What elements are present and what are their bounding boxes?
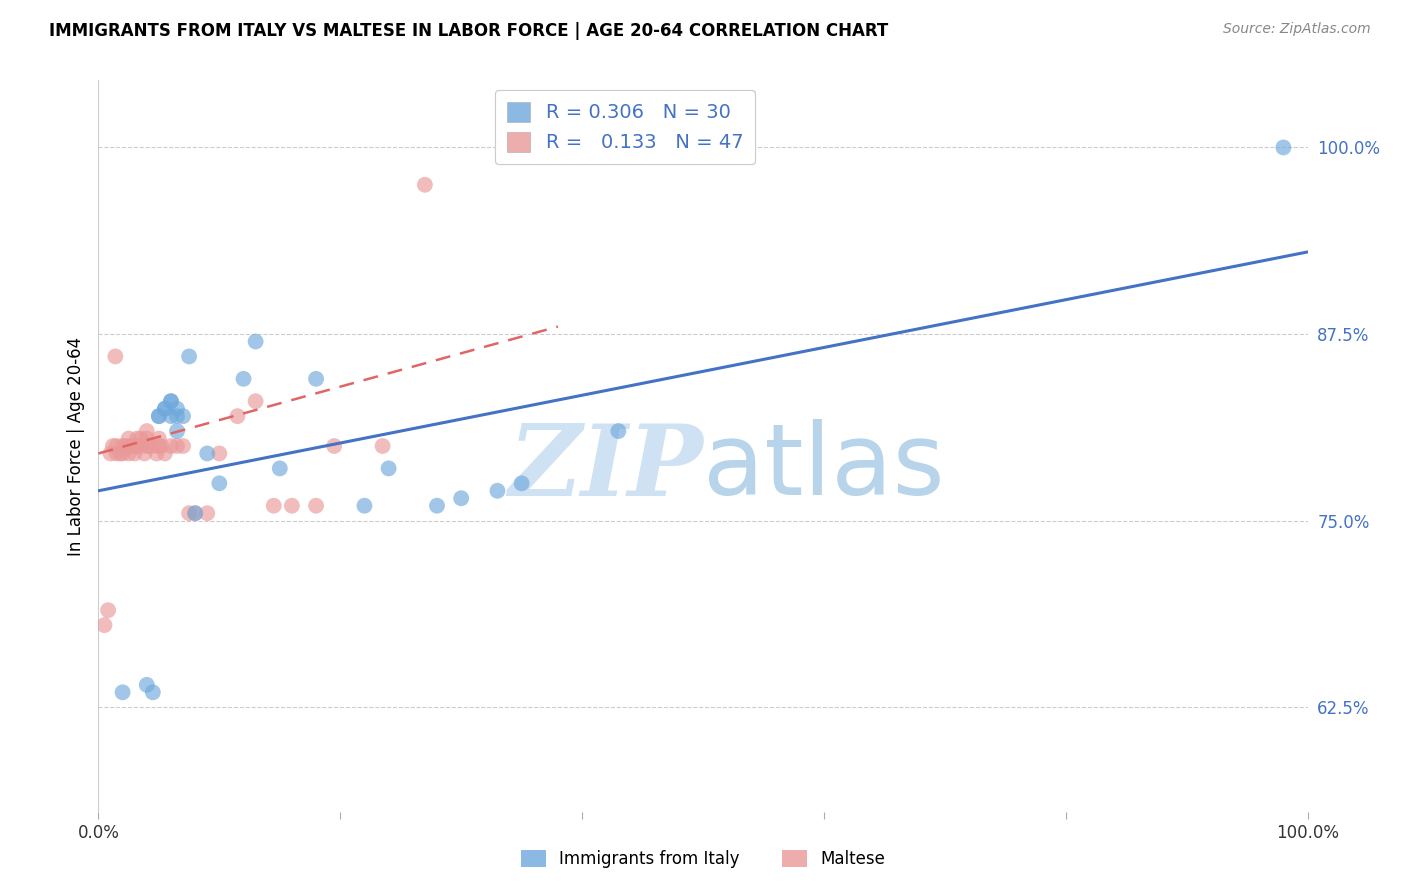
Point	[166, 409, 188, 424]
Point	[114, 439, 136, 453]
Point	[195, 506, 218, 520]
Text: atlas: atlas	[703, 419, 945, 516]
Point	[371, 439, 394, 453]
Point	[108, 446, 131, 460]
Point	[172, 439, 194, 453]
Point	[226, 409, 249, 424]
Point	[426, 499, 449, 513]
Point	[145, 446, 167, 460]
Text: ZIP: ZIP	[508, 420, 703, 516]
Point	[160, 439, 183, 453]
Point	[245, 334, 267, 349]
Point	[135, 439, 157, 453]
Point	[105, 439, 128, 453]
Text: IMMIGRANTS FROM ITALY VS MALTESE IN LABOR FORCE | AGE 20-64 CORRELATION CHART: IMMIGRANTS FROM ITALY VS MALTESE IN LABO…	[49, 22, 889, 40]
Point	[124, 446, 146, 460]
Point	[450, 491, 472, 506]
Point	[135, 432, 157, 446]
Point	[127, 432, 149, 446]
Text: Source: ZipAtlas.com: Source: ZipAtlas.com	[1223, 22, 1371, 37]
Point	[148, 409, 170, 424]
Point	[118, 432, 141, 446]
Point	[148, 432, 170, 446]
Point	[172, 409, 194, 424]
Point	[105, 446, 128, 460]
Point	[160, 394, 183, 409]
Point	[1272, 140, 1295, 154]
Point	[127, 439, 149, 453]
Point	[179, 350, 201, 364]
Point	[118, 446, 141, 460]
Point	[93, 618, 115, 632]
Point	[148, 439, 170, 453]
Point	[269, 461, 291, 475]
Point	[208, 446, 231, 460]
Point	[166, 439, 188, 453]
Point	[153, 446, 176, 460]
Point	[142, 685, 165, 699]
Point	[111, 446, 134, 460]
Point	[100, 446, 122, 460]
Point	[153, 401, 176, 416]
Point	[160, 394, 183, 409]
Point	[111, 685, 134, 699]
Point	[208, 476, 231, 491]
Point	[134, 446, 156, 460]
Point	[129, 432, 152, 446]
Point	[150, 439, 173, 453]
Point	[323, 439, 346, 453]
Point	[232, 372, 254, 386]
Point	[166, 401, 188, 416]
Point	[510, 476, 533, 491]
Point	[184, 506, 207, 520]
Point	[263, 499, 285, 513]
Point	[118, 439, 141, 453]
Legend: R = 0.306   N = 30, R =   0.133   N = 47: R = 0.306 N = 30, R = 0.133 N = 47	[495, 90, 755, 164]
Point	[135, 424, 157, 438]
Point	[129, 439, 152, 453]
Point	[486, 483, 509, 498]
Point	[160, 409, 183, 424]
Point	[607, 424, 630, 438]
Point	[195, 446, 218, 460]
Legend: Immigrants from Italy, Maltese: Immigrants from Italy, Maltese	[515, 843, 891, 875]
Point	[111, 439, 134, 453]
Point	[184, 506, 207, 520]
Point	[245, 394, 267, 409]
Point	[124, 439, 146, 453]
Y-axis label: In Labor Force | Age 20-64: In Labor Force | Age 20-64	[66, 336, 84, 556]
Point	[413, 178, 436, 192]
Point	[121, 439, 143, 453]
Point	[179, 506, 201, 520]
Point	[138, 439, 160, 453]
Point	[166, 424, 188, 438]
Point	[97, 603, 120, 617]
Point	[148, 409, 170, 424]
Point	[353, 499, 375, 513]
Point	[305, 499, 328, 513]
Point	[101, 439, 124, 453]
Point	[104, 350, 127, 364]
Point	[281, 499, 304, 513]
Point	[142, 439, 165, 453]
Point	[153, 401, 176, 416]
Point	[377, 461, 399, 475]
Point	[135, 678, 157, 692]
Point	[305, 372, 328, 386]
